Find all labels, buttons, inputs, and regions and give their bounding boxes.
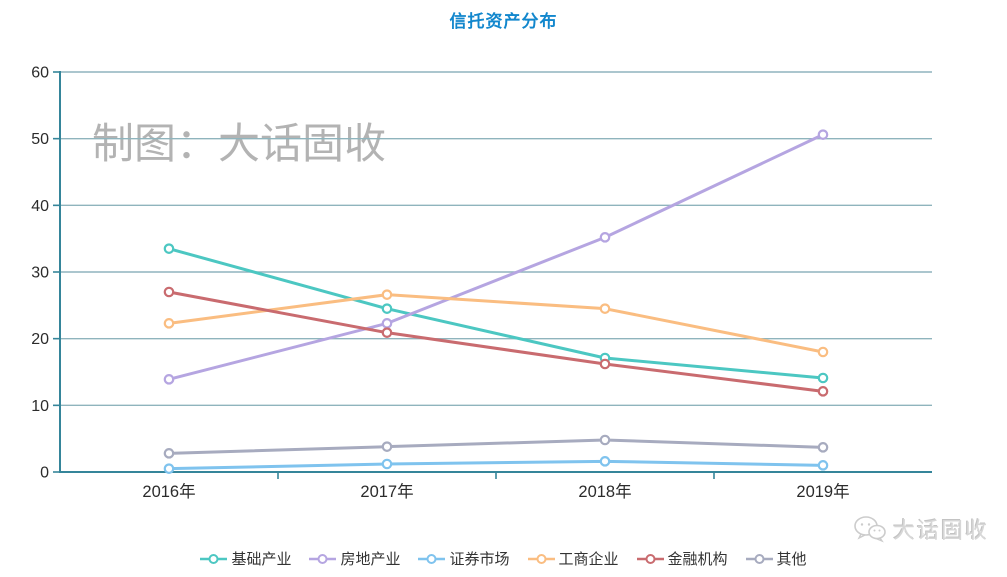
legend-label: 基础产业: [231, 551, 292, 568]
chart-legend: 基础产业 房地产业 证券市场 工商企业 金融机构 其他: [0, 548, 1007, 569]
y-axis-label: 30: [31, 265, 49, 282]
series-line-证券市场: [167, 459, 825, 471]
trust-asset-line-chart: 制图：大话固收 0 10 20 30 40 50 60 2016年 2017年 2018年 2019年: [31, 65, 932, 501]
series-line-基础产业: [167, 247, 825, 380]
data-point-证券市场-2017年[interactable]: [381, 458, 393, 470]
data-point-基础产业-2017年[interactable]: [381, 303, 393, 314]
legend-marker-icon: [309, 553, 337, 564]
footer-brand-text: 大话固收: [892, 518, 989, 543]
y-axis-label: 50: [31, 131, 49, 148]
legend-item-其他[interactable]: 其他: [745, 548, 807, 569]
y-axis-label: 0: [40, 465, 49, 482]
data-point-其他-2017年[interactable]: [381, 441, 393, 452]
x-axis-label: 2019年: [796, 482, 849, 501]
legend-marker-icon: [745, 553, 773, 564]
data-point-证券市场-2016年[interactable]: [163, 463, 175, 474]
y-axis-label: 20: [31, 331, 49, 348]
page-title: 信托资产分布: [449, 12, 558, 31]
data-point-金融机构-2018年[interactable]: [599, 358, 611, 370]
legend-label: 证券市场: [449, 551, 510, 568]
legend-item-房地产业[interactable]: 房地产业: [309, 548, 400, 569]
x-axis-label: 2016年: [142, 482, 195, 501]
legend-marker-icon: [636, 553, 664, 564]
data-point-其他-2016年[interactable]: [163, 448, 175, 459]
data-point-其他-2019年[interactable]: [817, 442, 829, 453]
legend-marker-icon: [527, 553, 555, 564]
legend-label: 金融机构: [667, 551, 728, 568]
data-point-金融机构-2019年[interactable]: [817, 386, 829, 397]
data-point-工商企业-2016年[interactable]: [163, 318, 175, 329]
chart-watermark: 制图：大话固收: [92, 120, 386, 167]
y-axis-label: 60: [31, 65, 49, 82]
legend-label: 工商企业: [558, 551, 619, 568]
data-point-基础产业-2016年[interactable]: [163, 243, 175, 254]
data-point-其他-2018年[interactable]: [599, 434, 611, 446]
data-point-基础产业-2019年[interactable]: [817, 372, 829, 384]
data-point-证券市场-2019年[interactable]: [817, 460, 829, 471]
data-point-工商企业-2019年[interactable]: [817, 346, 829, 358]
data-point-房地产业-2016年[interactable]: [163, 374, 175, 385]
x-axis-label: 2017年: [360, 482, 413, 501]
legend-item-证券市场[interactable]: 证券市场: [418, 548, 510, 569]
data-point-金融机构-2017年[interactable]: [381, 327, 393, 338]
legend-item-基础产业[interactable]: 基础产业: [200, 548, 291, 569]
data-point-证券市场-2018年[interactable]: [599, 456, 611, 467]
data-point-房地产业-2018年[interactable]: [599, 232, 611, 243]
footer-brand: 大话固收: [853, 513, 989, 545]
data-point-工商企业-2018年[interactable]: [599, 303, 611, 314]
legend-label: 房地产业: [340, 551, 401, 568]
y-axis-label: 40: [31, 198, 49, 215]
data-point-金融机构-2016年[interactable]: [163, 286, 175, 298]
legend-item-工商企业[interactable]: 工商企业: [527, 548, 619, 569]
legend-label: 其他: [776, 551, 807, 568]
legend-marker-icon: [418, 553, 446, 564]
series-line-房地产业: [167, 133, 825, 381]
wechat-icon: [854, 516, 886, 543]
data-point-房地产业-2019年[interactable]: [817, 129, 829, 140]
y-axis-label: 10: [31, 398, 49, 415]
series-line-工商企业: [167, 293, 825, 354]
series-line-其他: [167, 438, 825, 455]
x-axis-label: 2018年: [578, 482, 631, 501]
legend-item-金融机构[interactable]: 金融机构: [636, 548, 728, 569]
legend-marker-icon: [200, 553, 228, 564]
data-point-房地产业-2017年[interactable]: [381, 318, 393, 329]
series-line-金融机构: [167, 290, 825, 393]
data-point-工商企业-2017年[interactable]: [381, 289, 393, 300]
